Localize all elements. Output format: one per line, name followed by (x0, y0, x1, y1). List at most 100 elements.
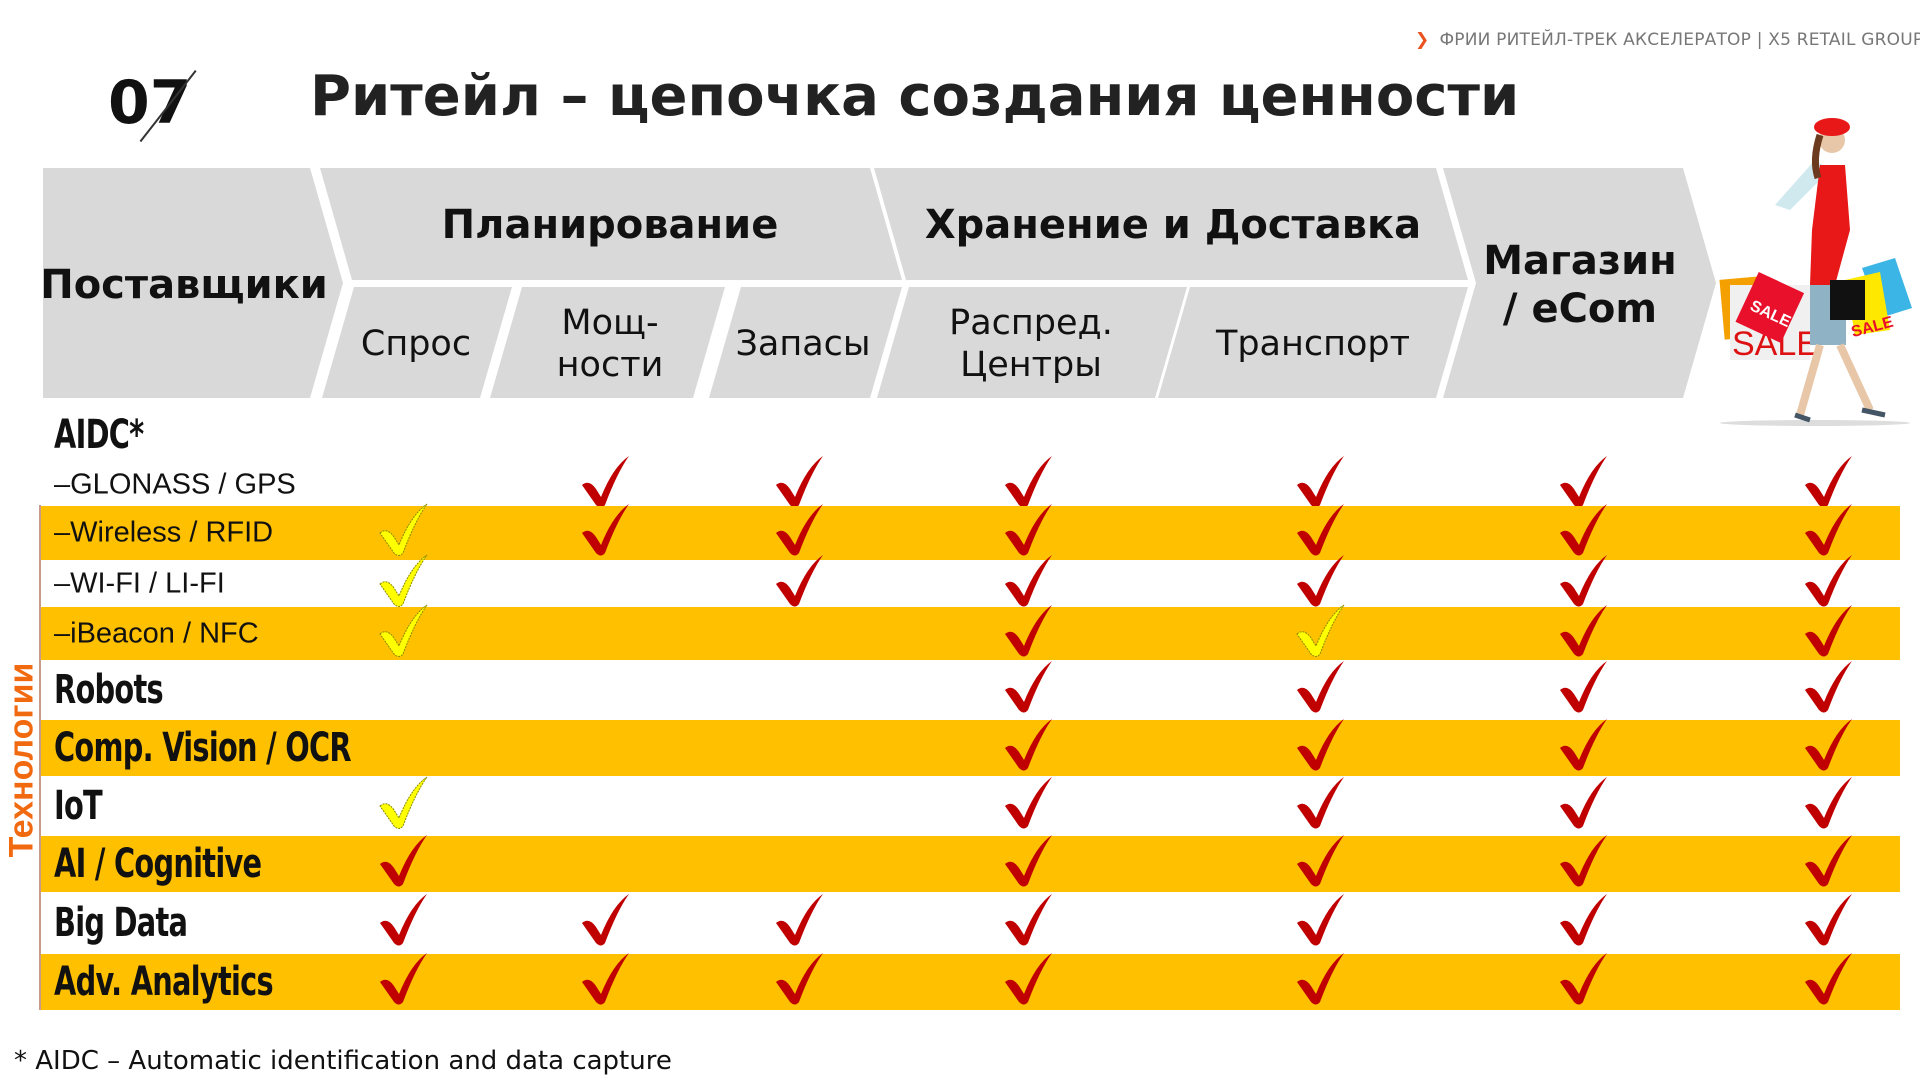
chevron-storage (874, 168, 1468, 280)
check-red-icon-shopper (1805, 894, 1852, 946)
value-chain-header: SALE SALE SALE (43, 118, 1912, 426)
header-demand: Спрос (360, 324, 472, 364)
check-red-icon-stock (776, 504, 823, 556)
side-divider (39, 505, 41, 1010)
check-red-icon-dc (1005, 953, 1052, 1005)
check-red-icon-transport (1297, 953, 1344, 1005)
check-mark (776, 554, 823, 606)
row-label: Robots (54, 667, 164, 713)
chevron-dc (877, 287, 1187, 398)
shopper-illustration: SALE SALE SALE (1719, 118, 1912, 426)
check-red-icon-store (1560, 777, 1607, 829)
check-red-icon-dc (1005, 661, 1052, 713)
chevron-transport (1158, 287, 1468, 398)
check-mark (1005, 554, 1052, 606)
check-red-icon-dc (1005, 777, 1052, 829)
check-red-icon-shopper (1805, 835, 1852, 887)
check-red-icon-store (1560, 604, 1607, 656)
page-title: Ритейл – цепочка создания ценности (310, 64, 1520, 129)
check-mark (1805, 835, 1852, 887)
check-mark (1005, 835, 1052, 887)
check-mark (1005, 953, 1052, 1005)
check-mark (379, 776, 428, 829)
check-red-icon-transport (1297, 777, 1344, 829)
header-store: Магазин / eCom (1483, 237, 1677, 333)
header-storage: Хранение и Доставка (924, 202, 1422, 248)
header-suppliers: Поставщики (40, 262, 328, 308)
tagline-text: ФРИИ РИТЕЙЛ-ТРЕК АКСЕЛЕРАТОР | X5 RETAIL… (1439, 30, 1920, 50)
check-mark (1805, 455, 1852, 507)
check-mark (1296, 604, 1345, 657)
check-red-icon-store (1560, 894, 1607, 946)
row-label: –Wireless / RFID (54, 516, 274, 549)
check-yellow-icon-demand (379, 776, 428, 829)
check-mark (1560, 953, 1607, 1005)
check-mark (1297, 835, 1344, 887)
header-planning: Планирование (441, 202, 779, 248)
check-red-icon-store (1560, 554, 1607, 606)
row-label: –GLONASS / GPS (54, 468, 296, 500)
check-red-icon-stock (776, 953, 823, 1005)
check-red-icon-transport (1297, 554, 1344, 606)
row-label: Big Data (54, 900, 188, 946)
check-mark (1560, 777, 1607, 829)
check-red-icon-transport (1297, 835, 1344, 887)
chevron-planning (320, 168, 902, 280)
check-mark (1297, 777, 1344, 829)
group-label-aidc: AIDC* (54, 412, 144, 458)
check-red-icon-store (1560, 504, 1607, 556)
check-mark (1005, 604, 1052, 656)
check-mark (379, 604, 428, 657)
check-red-icon-dc (1005, 894, 1052, 946)
header-stock: Запасы (735, 324, 871, 364)
check-mark (1297, 554, 1344, 606)
check-red-icon-capacity (582, 504, 629, 556)
check-red-icon-transport (1297, 719, 1344, 771)
check-mark (1297, 661, 1344, 713)
check-mark (1297, 455, 1344, 507)
check-red-icon-demand (380, 835, 427, 887)
check-red-icon-transport (1297, 894, 1344, 946)
check-mark (1297, 719, 1344, 771)
check-mark (1560, 661, 1607, 713)
row-label: –WI-FI / LI-FI (54, 567, 225, 599)
row-stripe (40, 506, 1900, 560)
check-mark (776, 455, 823, 507)
row-stripe (40, 607, 1900, 660)
row-label: –iBeacon / NFC (54, 617, 259, 649)
check-red-icon-dc (1005, 455, 1052, 507)
check-mark (1005, 894, 1052, 946)
check-red-icon-shopper (1805, 777, 1852, 829)
header-store-line1: Магазин (1483, 238, 1677, 284)
check-red-icon-capacity (582, 455, 629, 507)
check-red-icon-store (1560, 455, 1607, 507)
row-stripe (40, 836, 1900, 892)
check-mark (380, 953, 427, 1005)
check-red-icon-stock (776, 894, 823, 946)
check-yellow-icon-demand (379, 554, 428, 607)
check-red-icon-store (1560, 719, 1607, 771)
check-mark (582, 953, 629, 1005)
check-mark (1805, 661, 1852, 713)
check-mark (1560, 604, 1607, 656)
check-mark (380, 894, 427, 946)
check-red-icon-shopper (1805, 604, 1852, 656)
check-mark (582, 455, 629, 507)
check-red-icon-dc (1005, 604, 1052, 656)
check-mark (380, 835, 427, 887)
check-red-icon-store (1560, 661, 1607, 713)
check-red-icon-store (1560, 953, 1607, 1005)
check-red-icon-dc (1005, 554, 1052, 606)
check-mark (582, 894, 629, 946)
check-red-icon-dc (1005, 719, 1052, 771)
header-dc-line1: Распред. (949, 303, 1113, 343)
check-mark (1560, 719, 1607, 771)
chevron-store (1443, 168, 1716, 398)
check-red-icon-shopper (1805, 554, 1852, 606)
check-red-icon-shopper (1805, 504, 1852, 556)
check-red-icon-stock (776, 455, 823, 507)
check-yellow-icon-transport (1296, 604, 1345, 657)
check-mark (1805, 604, 1852, 656)
header-store-line2: / eCom (1502, 286, 1658, 332)
header-capacity: Мощ-ности (557, 302, 664, 386)
